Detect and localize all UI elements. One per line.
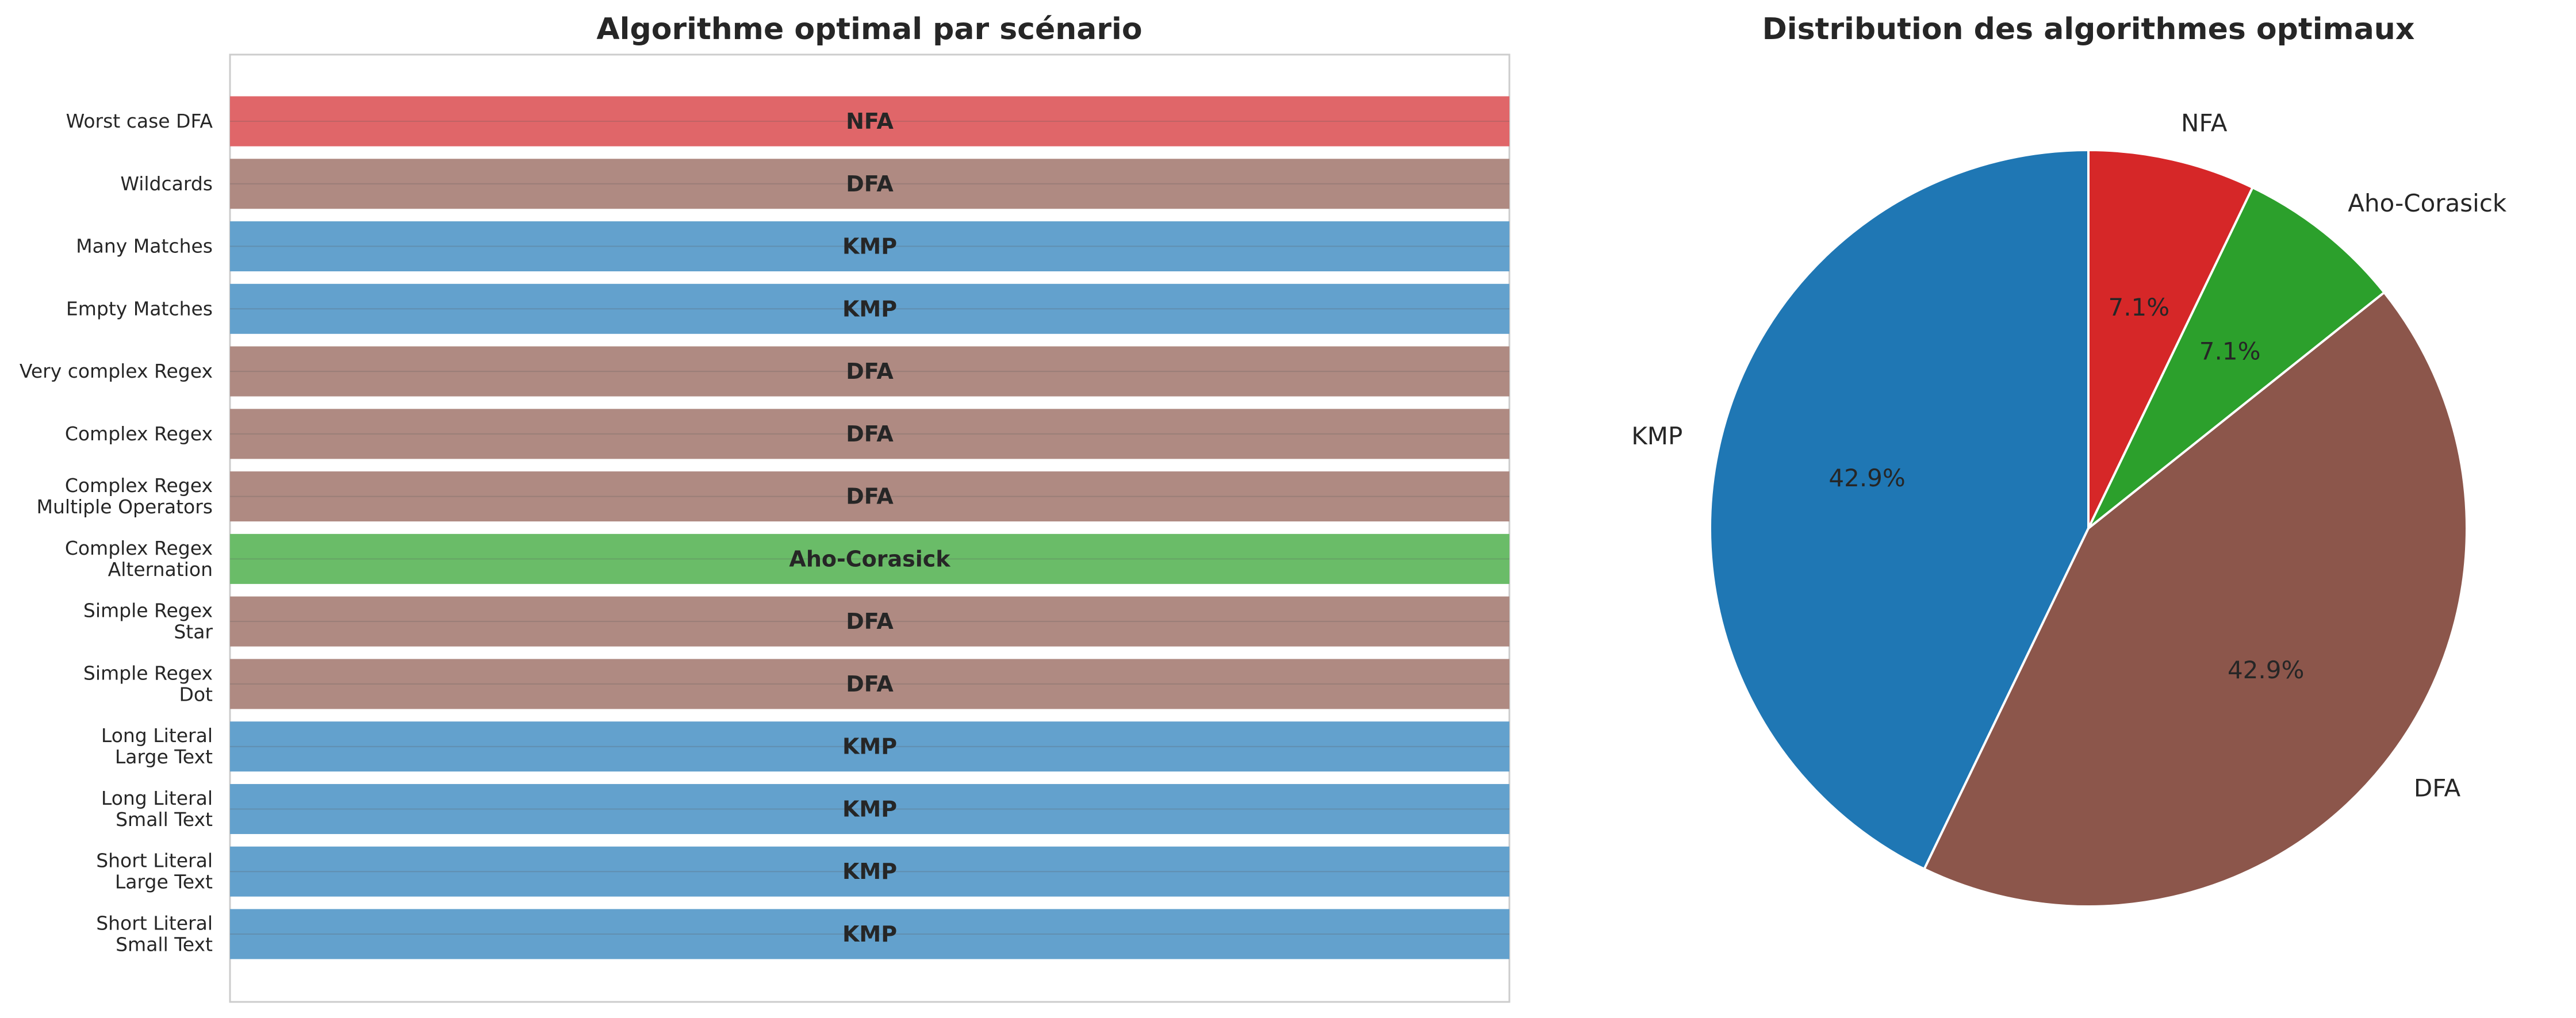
pie-chart: Distribution des algorithmes optimaux KM…: [1631, 12, 2507, 908]
y-tick-label: Complex Regex Multiple Operators: [37, 474, 213, 518]
y-tick-label: Simple Regex Star: [83, 600, 213, 643]
y-tick-label: Complex Regex: [65, 422, 213, 445]
pie-slice: [1923, 291, 2468, 908]
y-tick-label: Empty Matches: [66, 297, 213, 320]
pie-labels: KMP 42.9% DFA 42.9% Aho-Corasick 7.1% NFA 7.1%: [1631, 109, 2507, 802]
bar: [230, 659, 1509, 709]
bar-chart-plot-frame: [229, 53, 1511, 1003]
bar: [230, 596, 1509, 647]
y-tick-label: Long Literal Small Text: [101, 787, 213, 831]
pie-slice-label: Aho-Corasick: [2348, 189, 2507, 217]
bar: [230, 721, 1509, 772]
y-tick-label: Many Matches: [76, 235, 213, 258]
bar-chart: Algorithme optimal par scénario Worst ca…: [20, 12, 1511, 1003]
bar-label: Aho-Corasick: [789, 546, 950, 571]
pie-slice: [2087, 186, 2386, 529]
y-tick-label: Wildcards: [120, 172, 213, 195]
pie-slices: [1709, 149, 2468, 908]
bar: [230, 409, 1509, 459]
bar-label: DFA: [846, 671, 894, 697]
bar-label: DFA: [846, 609, 894, 634]
bar: [230, 96, 1509, 147]
y-tick-label: Worst case DFA: [66, 110, 213, 132]
bar: [230, 159, 1509, 209]
pie-slice-label: KMP: [1631, 422, 1682, 450]
y-tick-labels: Worst case DFA Wildcards Many Matches Empty…: [20, 110, 213, 956]
bar: [230, 221, 1509, 272]
y-tick-label: Very complex Regex: [20, 360, 213, 382]
bar-label: DFA: [846, 484, 894, 509]
bar: [230, 533, 1509, 584]
y-tick-label: Short Literal Small Text: [96, 912, 213, 956]
bar-label: KMP: [842, 734, 897, 759]
y-tick-label: Complex Regex Alternation: [65, 537, 213, 581]
bar: [230, 846, 1509, 897]
bar-chart-title: Algorithme optimal par scénario: [596, 12, 1142, 47]
bar-label: KMP: [842, 859, 897, 884]
bars-layer: [230, 96, 1509, 959]
bar-label: NFA: [846, 109, 894, 134]
y-tick-label: Simple Regex Dot: [83, 662, 213, 705]
bar-value-labels: NFA DFA KMP KMP DFA DFA DFA Aho-Corasick DFA DFA K…: [789, 109, 950, 947]
pie-pct-label: 7.1%: [2108, 293, 2169, 321]
bar-label: KMP: [842, 234, 897, 259]
bar: [230, 471, 1509, 522]
pie-slice: [1709, 149, 2090, 870]
pie-pct-label: 42.9%: [2228, 656, 2304, 684]
y-tick-label: Short Literal Large Text: [96, 850, 213, 893]
y-tick-label: Long Literal Large Text: [101, 724, 213, 768]
bar-label: KMP: [842, 796, 897, 821]
pie-chart-title: Distribution des algorithmes optimaux: [1762, 12, 2415, 47]
bar: [230, 283, 1509, 334]
pie-pct-label: 7.1%: [2199, 337, 2261, 365]
bar-label: DFA: [846, 171, 894, 197]
bar-label: DFA: [846, 421, 894, 447]
pie-slice: [2087, 149, 2254, 529]
bar: [230, 783, 1509, 834]
bar-label: DFA: [846, 359, 894, 384]
bar: [230, 346, 1509, 397]
pie-pct-label: 42.9%: [1828, 464, 1905, 492]
pie-slice-label: DFA: [2414, 774, 2461, 802]
bar: [230, 909, 1509, 959]
bar-label: KMP: [842, 296, 897, 321]
pie-slice-label: NFA: [2181, 109, 2228, 137]
bar-label: KMP: [842, 921, 897, 947]
